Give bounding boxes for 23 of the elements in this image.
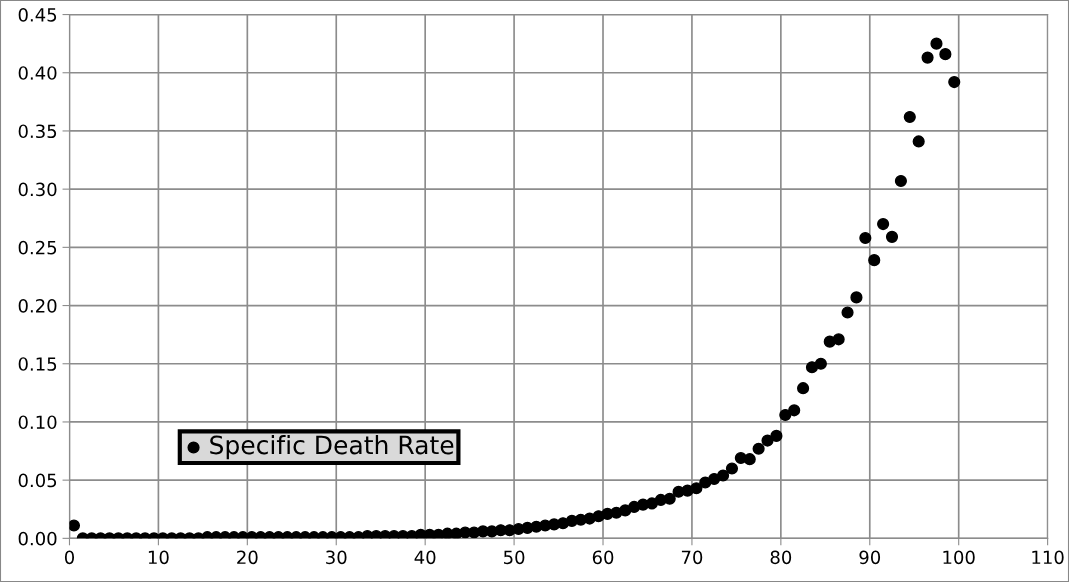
x-tick-label: 20 (237, 550, 258, 565)
y-tick-label: 0.45 (18, 8, 57, 22)
x-tick-label: 70 (681, 550, 703, 565)
x-tick-label: 40 (414, 550, 436, 565)
y-tick-label: 0.05 (18, 473, 57, 488)
y-tick-label: 0.00 (18, 531, 57, 546)
y-tick-label: 0.25 (18, 240, 57, 255)
x-tick-label: 90 (859, 550, 881, 565)
x-tick-label: 30 (326, 550, 347, 565)
x-tick-label: 50 (504, 550, 525, 565)
x-tick-label: 0 (64, 550, 75, 565)
x-tick-label: 100 (943, 550, 975, 565)
y-tick-label: 0.35 (18, 124, 57, 139)
x-tick-label: 10 (148, 550, 169, 565)
y-tick-label: 0.30 (18, 182, 57, 197)
x-tick-label: 110 (1032, 550, 1064, 565)
y-tick-label: 0.40 (18, 66, 57, 80)
y-tick-label: 0.15 (18, 357, 57, 371)
y-tick-label: 0.20 (18, 299, 57, 313)
x-tick-label: 80 (770, 550, 792, 565)
y-tick-label: 0.10 (18, 415, 57, 430)
legend-label: Specific Death Rate (210, 435, 454, 460)
x-tick-label: 60 (592, 550, 614, 565)
